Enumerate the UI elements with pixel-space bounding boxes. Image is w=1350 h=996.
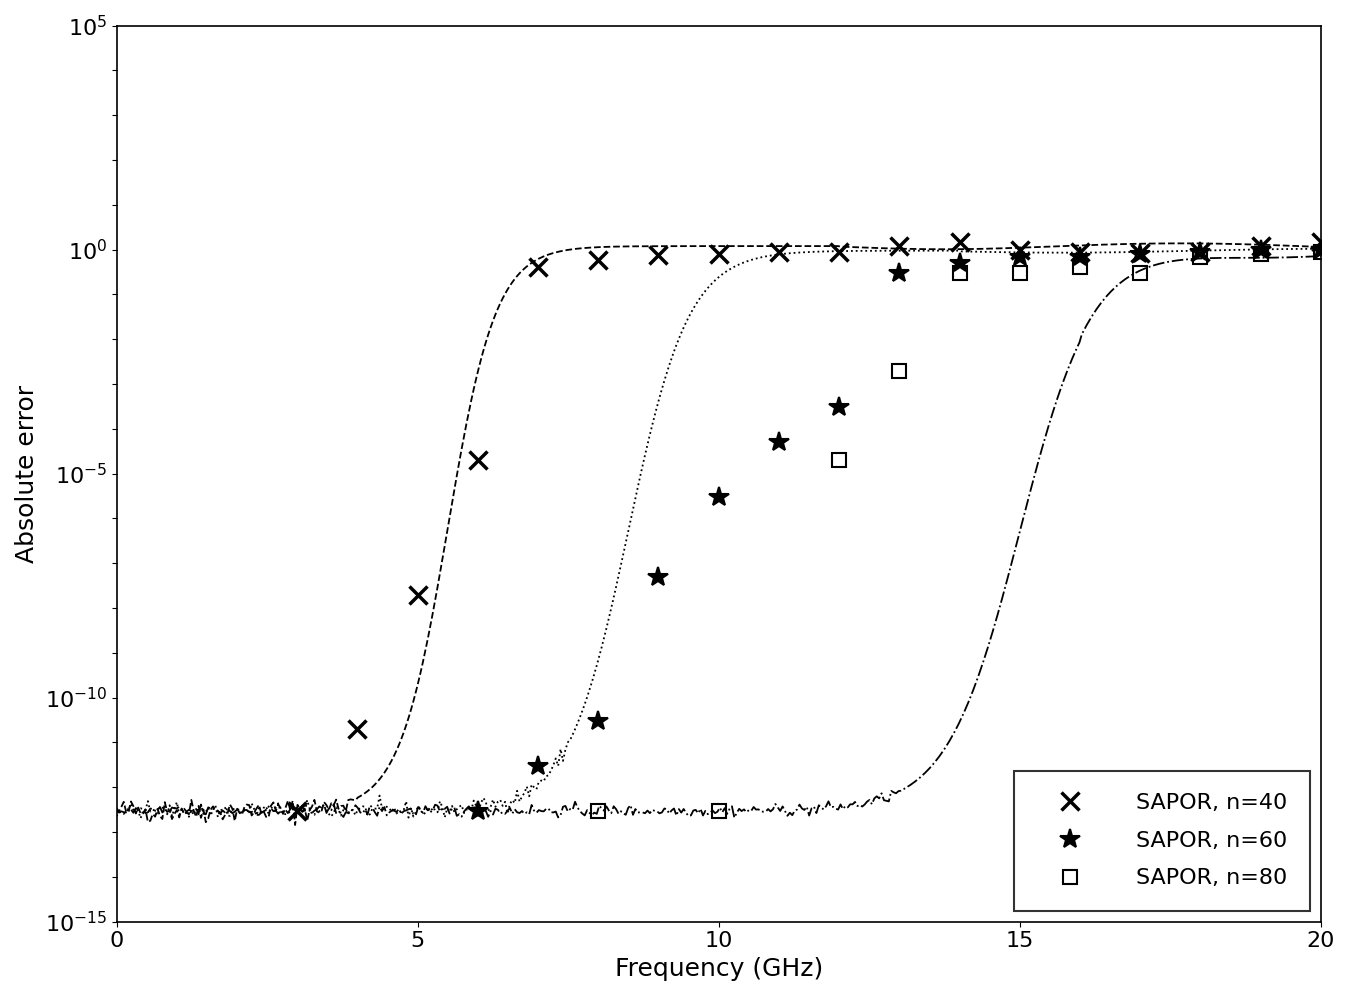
SAPOR, n=40 [710,248,726,260]
SAPOR, n=40 [771,246,787,258]
SAPOR, n=60 [590,715,606,727]
SAPOR, n=40 [289,805,305,817]
SAPOR, n=60 [1133,248,1149,260]
SAPOR, n=80 [952,267,968,279]
SAPOR, n=60 [952,257,968,269]
SAPOR, n=40 [350,723,366,735]
X-axis label: Frequency (GHz): Frequency (GHz) [614,957,822,981]
Y-axis label: Absolute error: Absolute error [15,384,39,563]
SAPOR, n=60 [1072,251,1088,263]
SAPOR, n=40 [891,240,907,252]
SAPOR, n=40 [590,254,606,266]
SAPOR, n=40 [1192,246,1208,258]
SAPOR, n=40 [470,454,486,466]
SAPOR, n=40 [952,236,968,248]
SAPOR, n=80 [1011,267,1027,279]
SAPOR, n=60 [470,805,486,817]
SAPOR, n=60 [1312,244,1328,256]
SAPOR, n=40 [832,246,848,258]
SAPOR, n=40 [531,262,547,274]
SAPOR, n=60 [1192,246,1208,258]
SAPOR, n=60 [1253,244,1269,256]
SAPOR, n=60 [531,760,547,772]
SAPOR, n=60 [1011,251,1027,263]
SAPOR, n=40 [1011,244,1027,256]
Line: SAPOR, n=80: SAPOR, n=80 [591,245,1328,818]
SAPOR, n=60 [710,491,726,503]
SAPOR, n=40 [651,249,667,261]
SAPOR, n=40 [1253,240,1269,252]
SAPOR, n=80 [1072,262,1088,274]
SAPOR, n=40 [409,589,425,601]
Line: SAPOR, n=60: SAPOR, n=60 [467,239,1331,821]
SAPOR, n=60 [891,267,907,279]
SAPOR, n=80 [832,454,848,466]
SAPOR, n=80 [1312,246,1328,258]
SAPOR, n=80 [1192,251,1208,263]
SAPOR, n=60 [771,436,787,448]
SAPOR, n=40 [1312,236,1328,248]
SAPOR, n=60 [832,401,848,413]
Line: SAPOR, n=40: SAPOR, n=40 [288,233,1330,820]
Legend: SAPOR, n=40, SAPOR, n=60, SAPOR, n=80: SAPOR, n=40, SAPOR, n=60, SAPOR, n=80 [1014,771,1310,910]
SAPOR, n=40 [1133,247,1149,259]
SAPOR, n=60 [651,571,667,583]
SAPOR, n=80 [891,365,907,376]
SAPOR, n=80 [710,805,726,817]
SAPOR, n=80 [1253,248,1269,260]
SAPOR, n=80 [1133,267,1149,279]
SAPOR, n=80 [590,805,606,817]
SAPOR, n=40 [1072,246,1088,258]
